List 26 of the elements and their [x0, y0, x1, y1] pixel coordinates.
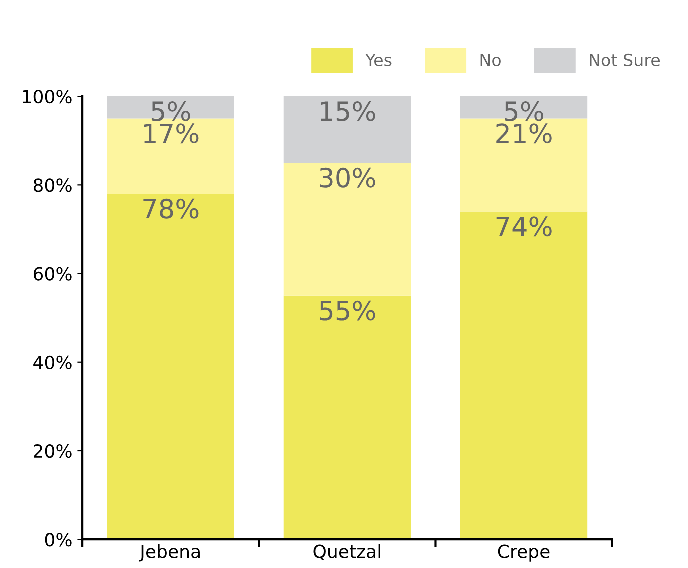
- legend-label: Not Sure: [590, 54, 660, 67]
- data-label: 21%: [496, 124, 552, 144]
- bar: [284, 163, 412, 296]
- legend-label: No: [480, 54, 501, 67]
- data-label: 30%: [320, 168, 376, 188]
- data-label: 5%: [152, 101, 190, 122]
- y-tick-label: 0%: [45, 533, 72, 547]
- y-tick-label: 100%: [23, 90, 72, 104]
- bar: [460, 212, 588, 540]
- y-tick-label: 80%: [34, 178, 72, 192]
- data-label: 55%: [320, 300, 376, 321]
- bar: [107, 194, 234, 540]
- x-tick-label: Quetzal: [314, 544, 380, 561]
- x-tick-label: Crepe: [498, 544, 550, 562]
- y-tick-label: 40%: [34, 356, 72, 370]
- y-tick-label: 60%: [34, 267, 72, 281]
- bar: [284, 296, 412, 540]
- data-label: 5%: [505, 101, 544, 122]
- x-tick-label: Jebena: [139, 544, 200, 562]
- data-label: 15%: [321, 101, 376, 122]
- data-label: 17%: [144, 124, 199, 144]
- legend-label: Yes: [366, 54, 392, 67]
- bar: [284, 96, 412, 164]
- data-label: 78%: [144, 198, 199, 219]
- y-tick-label: 20%: [34, 444, 72, 458]
- data-label: 74%: [496, 216, 552, 237]
